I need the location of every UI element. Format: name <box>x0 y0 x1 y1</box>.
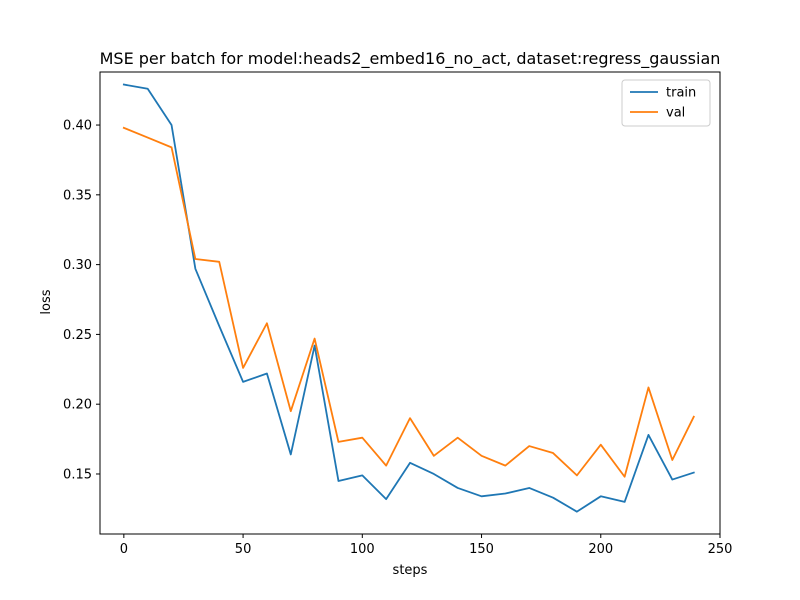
y-axis-label: loss <box>39 289 54 314</box>
legend: train val <box>621 79 711 127</box>
x-tick-label: 0 <box>120 542 128 557</box>
x-tick-label: 150 <box>469 542 494 557</box>
y-tick-label: 0.35 <box>63 188 92 203</box>
x-tick-label: 200 <box>588 542 613 557</box>
legend-label-train: train <box>666 86 696 101</box>
series-line-val <box>122 126 695 478</box>
x-tick-label: 250 <box>708 542 733 557</box>
y-tick-label: 0.15 <box>63 467 92 482</box>
y-tick-label: 0.20 <box>63 398 92 413</box>
y-tick-label: 0.40 <box>63 119 92 134</box>
plot-frame <box>99 71 721 535</box>
legend-label-val: val <box>666 106 685 121</box>
x-tick-label: 50 <box>235 542 252 557</box>
series-line-train <box>122 83 695 513</box>
x-axis-label: steps <box>393 563 428 578</box>
chart-title: MSE per batch for model:heads2_embed16_n… <box>100 49 721 69</box>
x-tick-label: 100 <box>350 542 375 557</box>
plot-area: 0 50 100 150 200 250 0.15 0.20 0.25 0.30 0.35 0.40 <box>63 71 733 557</box>
y-tick-label: 0.30 <box>63 258 92 273</box>
y-tick-label: 0.25 <box>63 328 92 343</box>
